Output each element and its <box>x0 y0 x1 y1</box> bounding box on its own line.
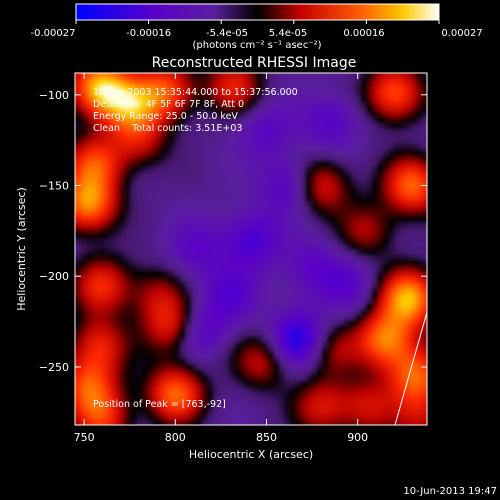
info-line-energy: Energy Range: 25.0 - 50.0 keV <box>93 111 238 122</box>
axis-tick-labels: 750 800 850 900 −100 −150 −200 −250 <box>39 89 368 444</box>
plot-title: Reconstructed RHESSI Image <box>152 55 357 71</box>
heatmap-image <box>75 73 427 425</box>
axis-ticks <box>75 73 427 425</box>
info-line-detectors: Detectors: 4F 5F 6F 7F 8F, Att 0 <box>93 99 244 110</box>
footer-date: 10-Jun-2013 19:47 <box>403 486 497 497</box>
x-tick-label: 800 <box>165 431 186 444</box>
colorbar-tick-label: -0.00027 <box>31 28 76 39</box>
colorbar-tick-label: 5.4e-05 <box>269 28 307 39</box>
colorbar-ticks <box>75 20 440 24</box>
x-axis-label: Heliocentric X (arcsec) <box>189 448 313 461</box>
x-tick-label: 850 <box>256 431 277 444</box>
colorbar-tick-label: 0.00027 <box>441 28 482 39</box>
y-tick-label: −100 <box>39 89 69 102</box>
y-tick-label: −150 <box>39 179 69 192</box>
x-tick-label: 900 <box>347 431 368 444</box>
colorbar-tick-label: -5.4e-05 <box>206 28 248 39</box>
y-tick-label: −200 <box>39 270 69 283</box>
colorbar-tick-label: 0.00016 <box>343 28 384 39</box>
y-axis-label: Heliocentric Y (arcsec) <box>15 187 28 311</box>
plot-frame <box>74 72 428 426</box>
colorbar-tick-label: -0.00016 <box>126 28 171 39</box>
colorbar <box>75 3 440 21</box>
info-line-clean: Clean Total counts: 3.51E+03 <box>93 123 242 134</box>
colorbar-unit-label: (photons cm⁻² s⁻¹ asec⁻²) <box>192 40 321 51</box>
y-tick-label: −250 <box>39 361 69 374</box>
limb-line <box>394 311 427 425</box>
info-line-time: 10-Jun-2003 15:35:44.000 to 15:37:56.000 <box>93 87 298 98</box>
peak-position-label: Position of Peak = [763,-92] <box>93 399 226 410</box>
x-tick-label: 750 <box>74 431 95 444</box>
